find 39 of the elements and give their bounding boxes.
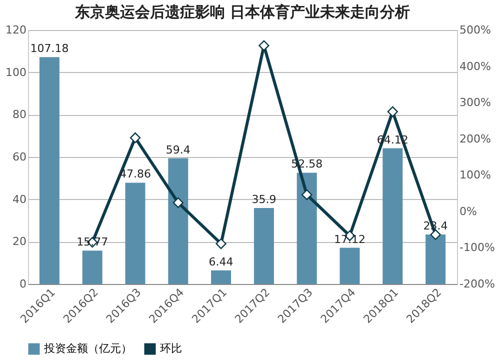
chart-title: 东京奥运会后遗症影响 日本体育产业未来走向分析 bbox=[74, 3, 410, 21]
y2-tick-label: -100% bbox=[460, 241, 495, 254]
y2-tick-label: 200% bbox=[460, 132, 491, 146]
y2-tick-label: 500% bbox=[460, 24, 491, 36]
bar bbox=[168, 158, 188, 284]
bar bbox=[426, 234, 446, 284]
point bbox=[302, 189, 312, 200]
y-tick-label: 100 bbox=[6, 66, 26, 79]
y2-tick-label: -200% bbox=[460, 278, 495, 290]
data-label: 107.18 bbox=[30, 42, 69, 56]
y-tick-label: 40 bbox=[12, 192, 26, 206]
point bbox=[258, 40, 270, 51]
data-label: 6.44 bbox=[208, 255, 234, 268]
point bbox=[172, 197, 184, 208]
legend-label: 环比 bbox=[160, 342, 182, 355]
point bbox=[216, 238, 226, 250]
bar bbox=[254, 208, 274, 284]
y-tick-label: 20 bbox=[12, 235, 26, 248]
bar bbox=[340, 248, 360, 284]
y-tick-label: 80 bbox=[12, 108, 26, 122]
bar bbox=[125, 182, 146, 284]
y-tick-label: 60 bbox=[12, 150, 26, 164]
bar bbox=[296, 172, 317, 284]
bar bbox=[211, 270, 232, 284]
bar bbox=[382, 148, 403, 284]
legend-label: 投资金额（亿元） bbox=[43, 342, 132, 355]
point bbox=[387, 106, 398, 117]
data-label: 17.12 bbox=[334, 232, 366, 246]
y-tick-label: 120 bbox=[6, 24, 26, 36]
point bbox=[130, 132, 141, 144]
y-tick-label: 0 bbox=[20, 278, 26, 290]
y2-tick-label: 0% bbox=[460, 204, 477, 218]
data-label: 35.9 bbox=[252, 193, 276, 206]
y2-tick-label: 100% bbox=[460, 168, 491, 182]
y2-tick-label: 400% bbox=[460, 60, 491, 73]
bar bbox=[82, 250, 102, 284]
y2-tick-label: 300% bbox=[460, 96, 491, 110]
data-label: 59.4 bbox=[166, 143, 190, 156]
bar bbox=[39, 57, 60, 284]
